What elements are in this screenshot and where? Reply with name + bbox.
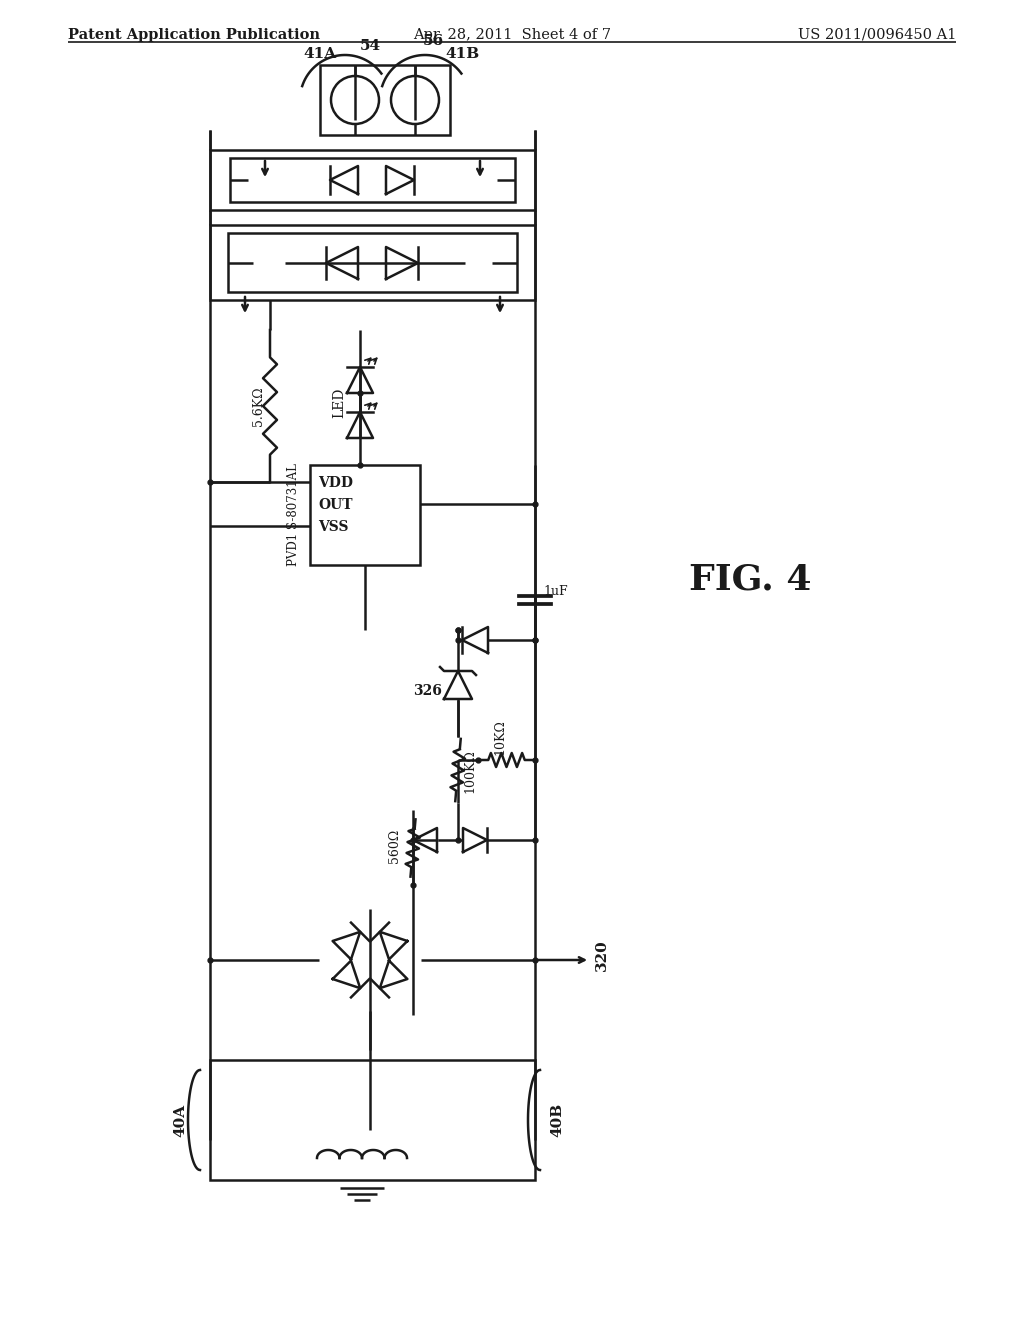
Text: 54: 54: [360, 40, 381, 53]
Text: 10KΩ: 10KΩ: [493, 719, 506, 755]
Text: 40B: 40B: [550, 1104, 564, 1137]
Text: Patent Application Publication: Patent Application Publication: [68, 28, 319, 42]
Bar: [228, 234, 517, 292]
Text: PVD1 S-80731AL: PVD1 S-80731AL: [287, 463, 300, 566]
Text: LED: LED: [332, 388, 346, 418]
Text: 100KΩ: 100KΩ: [463, 750, 476, 793]
Bar: [210, 150, 535, 210]
Text: OUT: OUT: [318, 498, 352, 512]
Text: FIG. 4: FIG. 4: [689, 564, 811, 597]
Text: 560Ω: 560Ω: [388, 829, 401, 863]
Text: 326: 326: [413, 684, 442, 698]
Text: 320: 320: [595, 940, 609, 972]
Text: 41B: 41B: [445, 48, 479, 61]
Bar: [319, 65, 450, 135]
Bar: [210, 1060, 535, 1180]
Text: 41A: 41A: [303, 48, 336, 61]
Text: 56: 56: [423, 34, 444, 48]
Bar: [210, 224, 535, 300]
Text: 40A: 40A: [173, 1104, 187, 1137]
Text: US 2011/0096450 A1: US 2011/0096450 A1: [798, 28, 956, 42]
Text: 1uF: 1uF: [543, 585, 567, 598]
Text: Apr. 28, 2011  Sheet 4 of 7: Apr. 28, 2011 Sheet 4 of 7: [413, 28, 611, 42]
Text: VSS: VSS: [318, 520, 348, 535]
Text: VDD: VDD: [318, 477, 353, 490]
Text: 5.6KΩ: 5.6KΩ: [252, 387, 265, 426]
Bar: [230, 158, 515, 202]
Bar: [310, 465, 420, 565]
